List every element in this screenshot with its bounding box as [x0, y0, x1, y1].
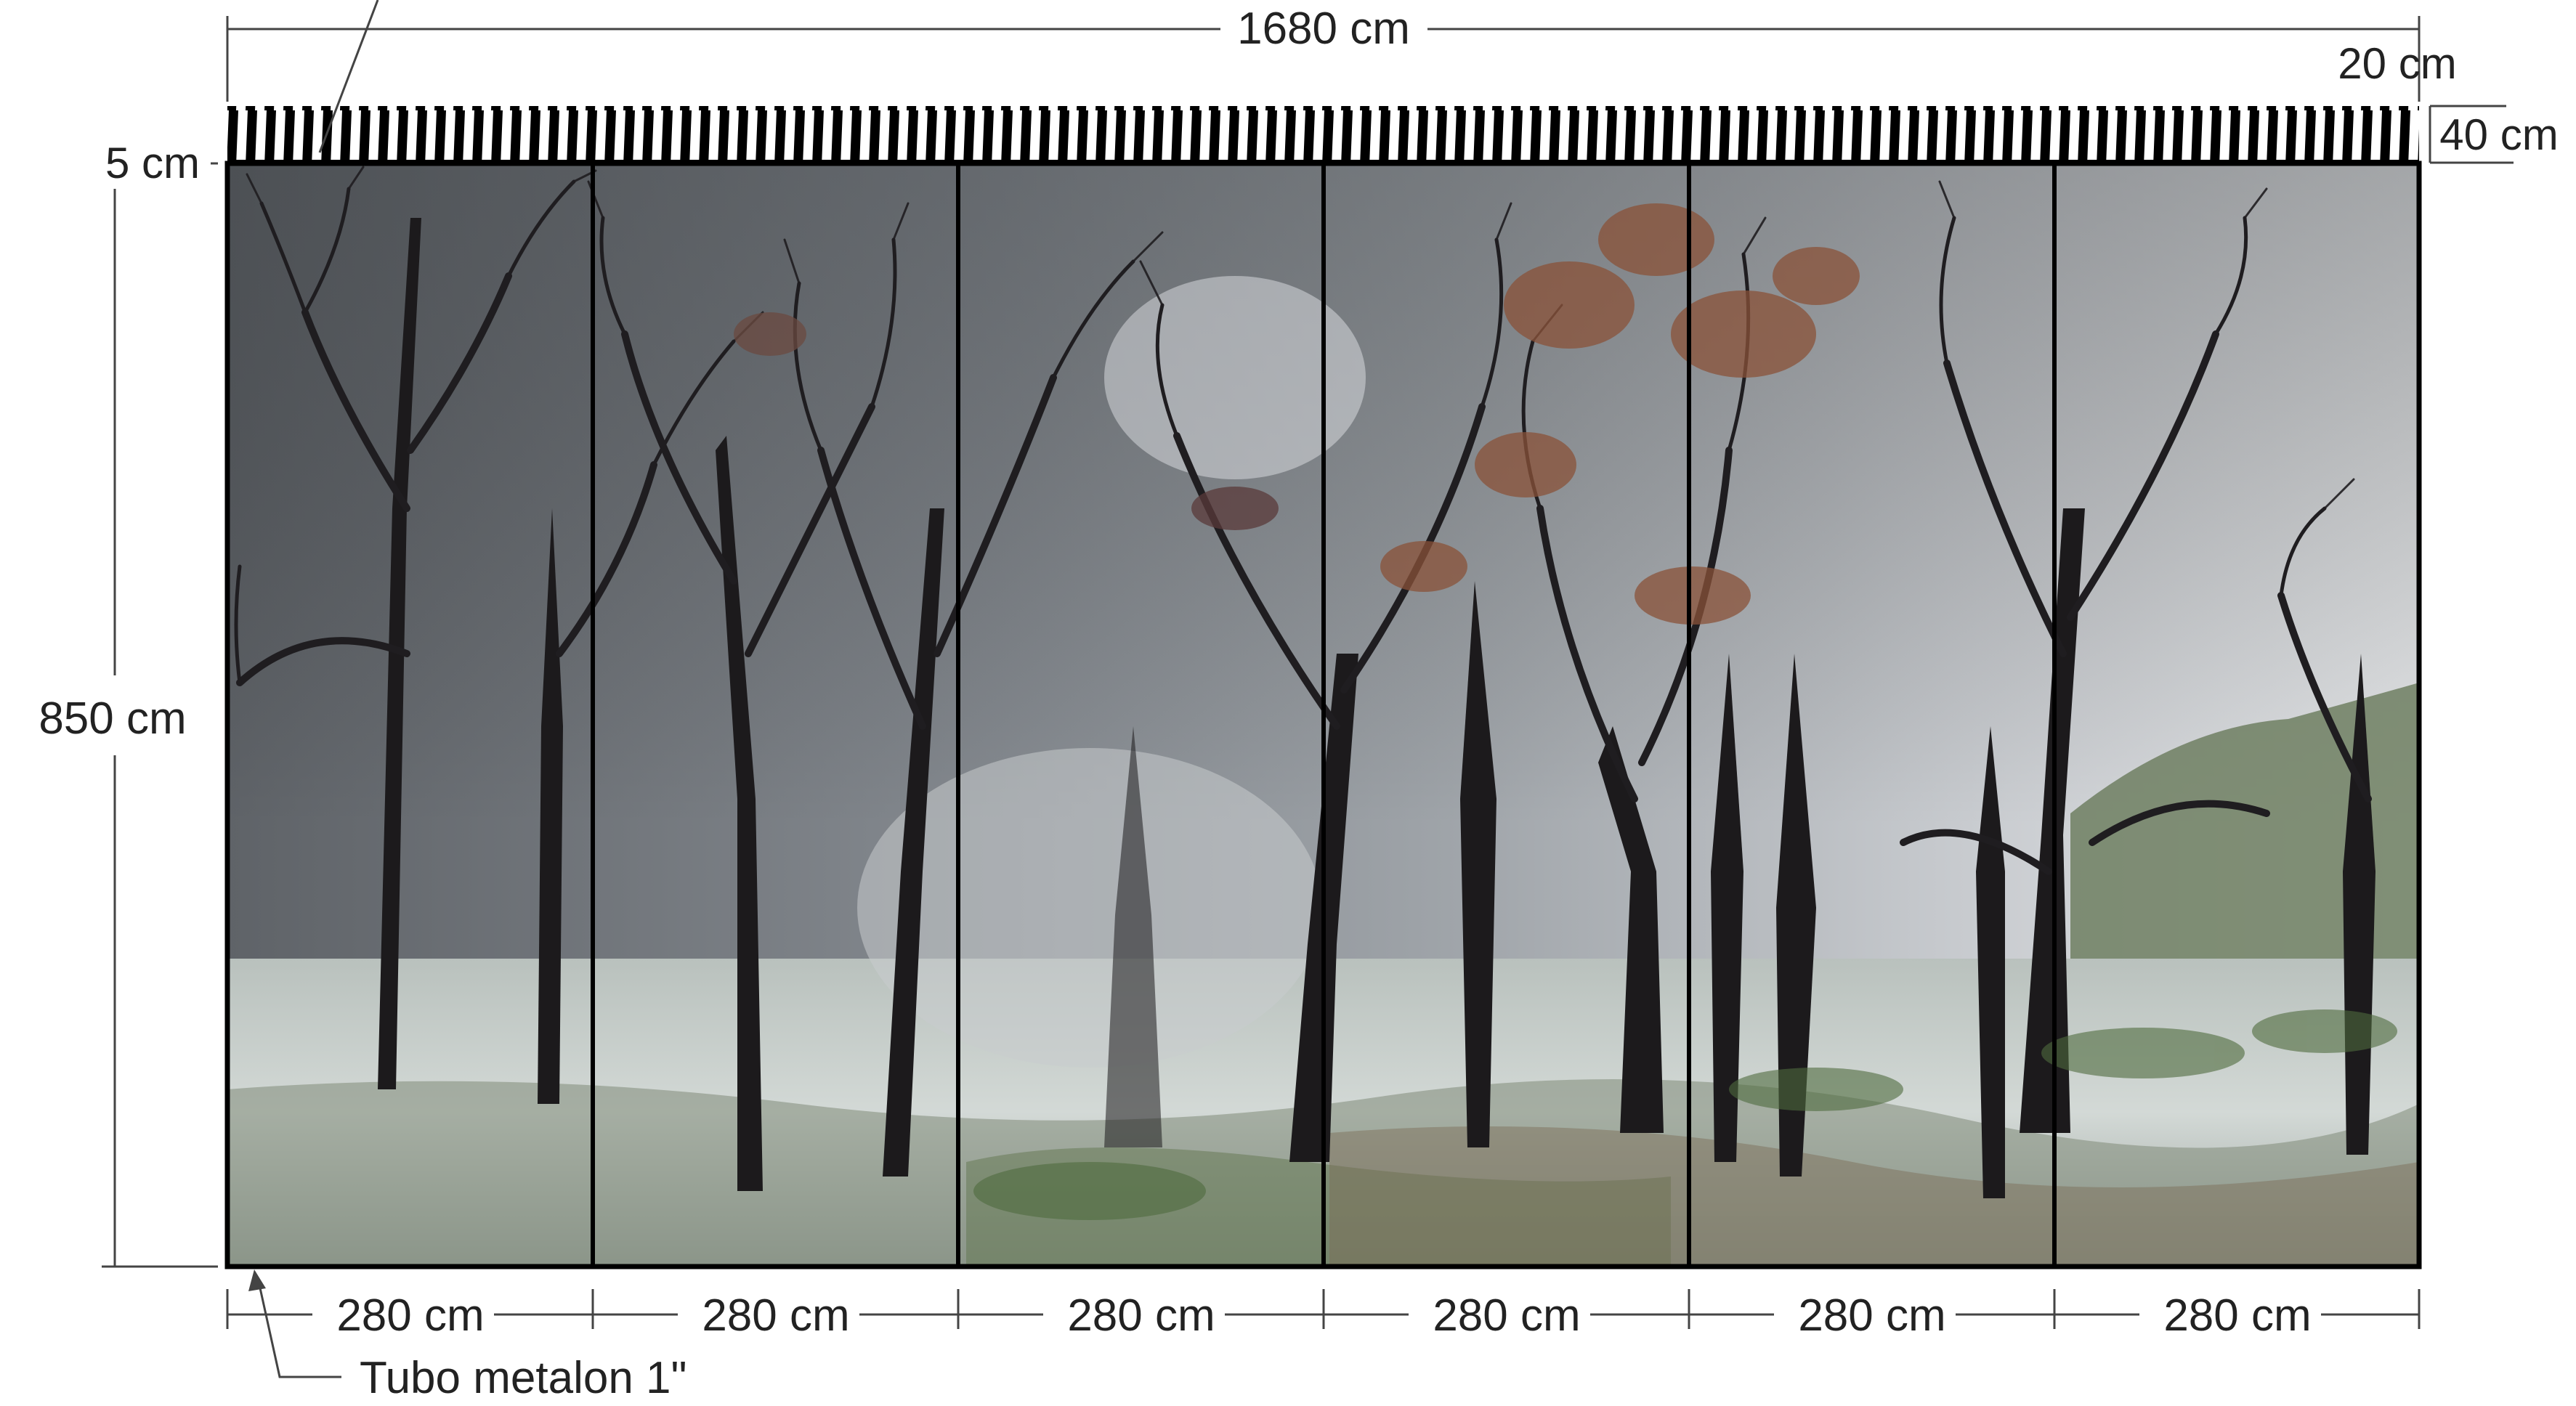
striped-header-band: [227, 106, 2419, 161]
rust-foliage: [734, 203, 1860, 625]
tube-label: Tubo metalon 1": [360, 1353, 687, 1403]
header-height-small-label: 20 cm: [2338, 39, 2456, 88]
fog-patch: [857, 748, 1322, 1068]
panel-width-label: 280 cm: [1433, 1291, 1580, 1341]
light-patch: [1104, 276, 1366, 479]
top-gap-label: 5 cm: [105, 139, 200, 187]
grass-tufts: [973, 1009, 2397, 1220]
panel-width-label: 280 cm: [702, 1291, 849, 1341]
tube-leader-arrowhead: [248, 1269, 266, 1291]
total-width-label: 1680 cm: [1237, 4, 1410, 54]
panel-width-label: 280 cm: [2163, 1291, 2311, 1341]
total-height-label: 850 cm: [39, 694, 186, 744]
tree-trunks: [378, 218, 2375, 1198]
header-height-large-label: 40 cm: [2439, 110, 2558, 159]
panel-width-label: 280 cm: [1798, 1291, 1945, 1341]
tree-branches: [234, 166, 2372, 875]
panel-dividers: [591, 163, 2057, 1267]
dimension-text-masks: [15, 6, 2321, 1336]
dry-grass-band: [1329, 1126, 2419, 1267]
panel-width-label: 280 cm: [336, 1291, 484, 1341]
panel-width-label: 280 cm: [1067, 1291, 1215, 1341]
panel-width-labels: 280 cm 280 cm 280 cm 280 cm 280 cm 280 c…: [336, 1291, 2311, 1341]
distant-hill: [2070, 683, 2419, 1017]
